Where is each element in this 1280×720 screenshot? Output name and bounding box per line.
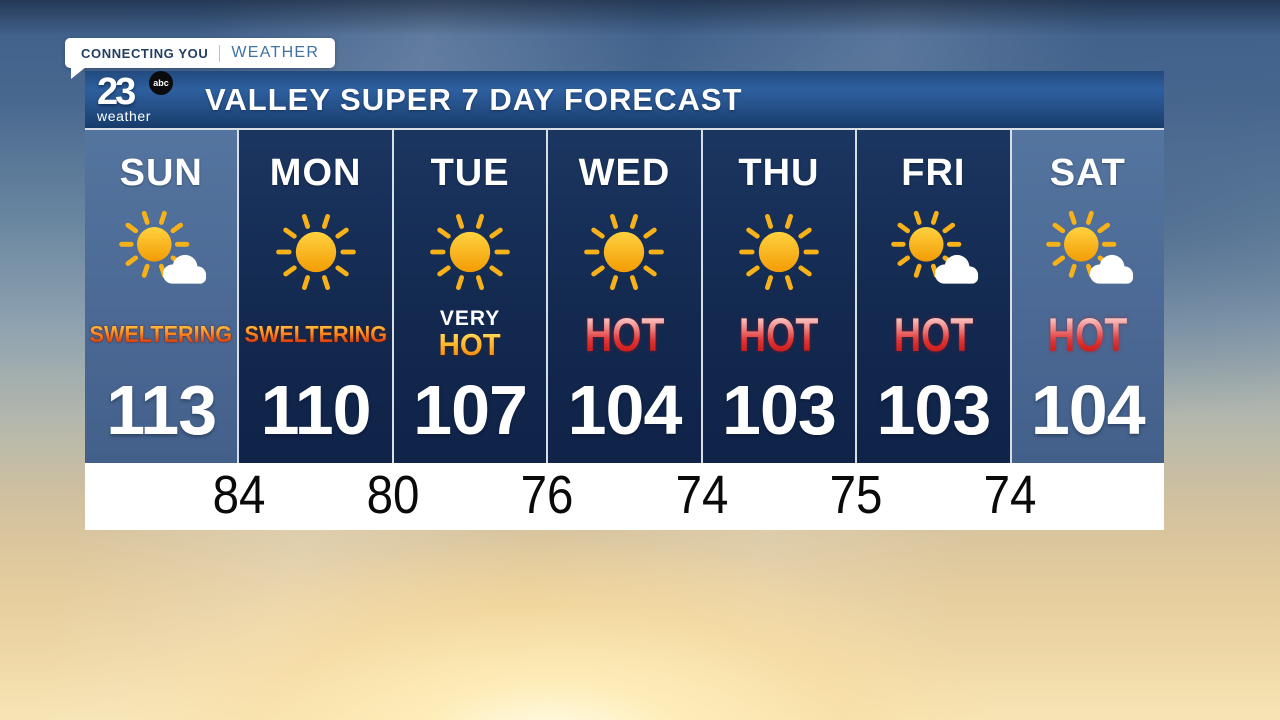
abc-circle-icon: abc bbox=[149, 71, 173, 96]
connecting-you-badge: CONNECTING YOU WEATHER bbox=[65, 38, 336, 79]
sun-cloud-icon bbox=[1037, 204, 1139, 300]
day-column-sun: SUN SWELTERING 113 bbox=[85, 130, 238, 463]
day-column-wed: WED HOT 104 bbox=[548, 130, 701, 463]
sun-cloud-icon bbox=[882, 204, 984, 300]
low-temp: 74 bbox=[983, 465, 1037, 525]
high-temp: 103 bbox=[722, 370, 837, 449]
high-temp: 104 bbox=[567, 370, 683, 449]
station-number: 23 bbox=[97, 71, 136, 114]
condition-label: SWELTERING bbox=[89, 320, 233, 347]
day-column-thu: THU HOT 103 bbox=[702, 130, 856, 463]
low-temp: 84 bbox=[212, 465, 266, 525]
badge-divider bbox=[219, 44, 221, 62]
day-label: SUN bbox=[119, 151, 203, 194]
day-label: SAT bbox=[1049, 151, 1126, 194]
day-column-fri: FRI HOT 103 bbox=[857, 130, 1010, 463]
station-weather-label: weather bbox=[97, 107, 152, 124]
sun-icon bbox=[265, 204, 367, 300]
day-label: WED bbox=[578, 151, 671, 194]
day-label: FRI bbox=[901, 151, 966, 194]
day-column-tue: TUE VERY HOT 107 bbox=[393, 130, 547, 463]
condition-label: HOT bbox=[739, 307, 819, 361]
low-temp: 76 bbox=[520, 465, 574, 525]
sun-cloud-icon bbox=[110, 204, 212, 300]
condition-label: VERY HOT bbox=[438, 307, 502, 362]
day-label: THU bbox=[738, 151, 820, 194]
forecast-table: SUN SWELTERING 113 MON bbox=[85, 128, 1164, 463]
day-column-mon: MON SWELTERING 110 bbox=[239, 130, 392, 463]
connecting-you-label: CONNECTING YOU bbox=[81, 45, 209, 61]
condition-label: HOT bbox=[1048, 307, 1128, 361]
day-label: TUE bbox=[430, 151, 510, 194]
condition-label: HOT bbox=[584, 307, 665, 361]
low-temp: 80 bbox=[366, 465, 420, 525]
sun-icon bbox=[419, 204, 521, 300]
day-column-sat: SAT HOT 104 bbox=[1011, 130, 1164, 463]
high-temp: 110 bbox=[260, 370, 372, 449]
page-title: VALLEY SUPER 7 DAY FORECAST bbox=[205, 81, 743, 117]
condition-label: HOT bbox=[893, 307, 974, 361]
high-temp: 113 bbox=[106, 370, 217, 449]
high-temp: 104 bbox=[1030, 370, 1146, 449]
low-temp: 75 bbox=[829, 465, 883, 525]
lows-strip: 84 80 76 74 75 74 bbox=[85, 463, 1164, 530]
condition-label: SWELTERING bbox=[244, 320, 387, 347]
weather-section-label: WEATHER bbox=[231, 44, 320, 61]
low-temp: 74 bbox=[675, 465, 729, 525]
high-temp: 103 bbox=[876, 370, 991, 449]
high-temp: 107 bbox=[413, 370, 528, 449]
forecast-title-bar: 23 abc weather VALLEY SUPER 7 DAY FORECA… bbox=[85, 71, 1164, 128]
station-logo: 23 abc weather bbox=[97, 71, 193, 124]
sun-icon bbox=[573, 204, 675, 300]
sun-icon bbox=[728, 204, 830, 300]
day-label: MON bbox=[269, 151, 362, 194]
